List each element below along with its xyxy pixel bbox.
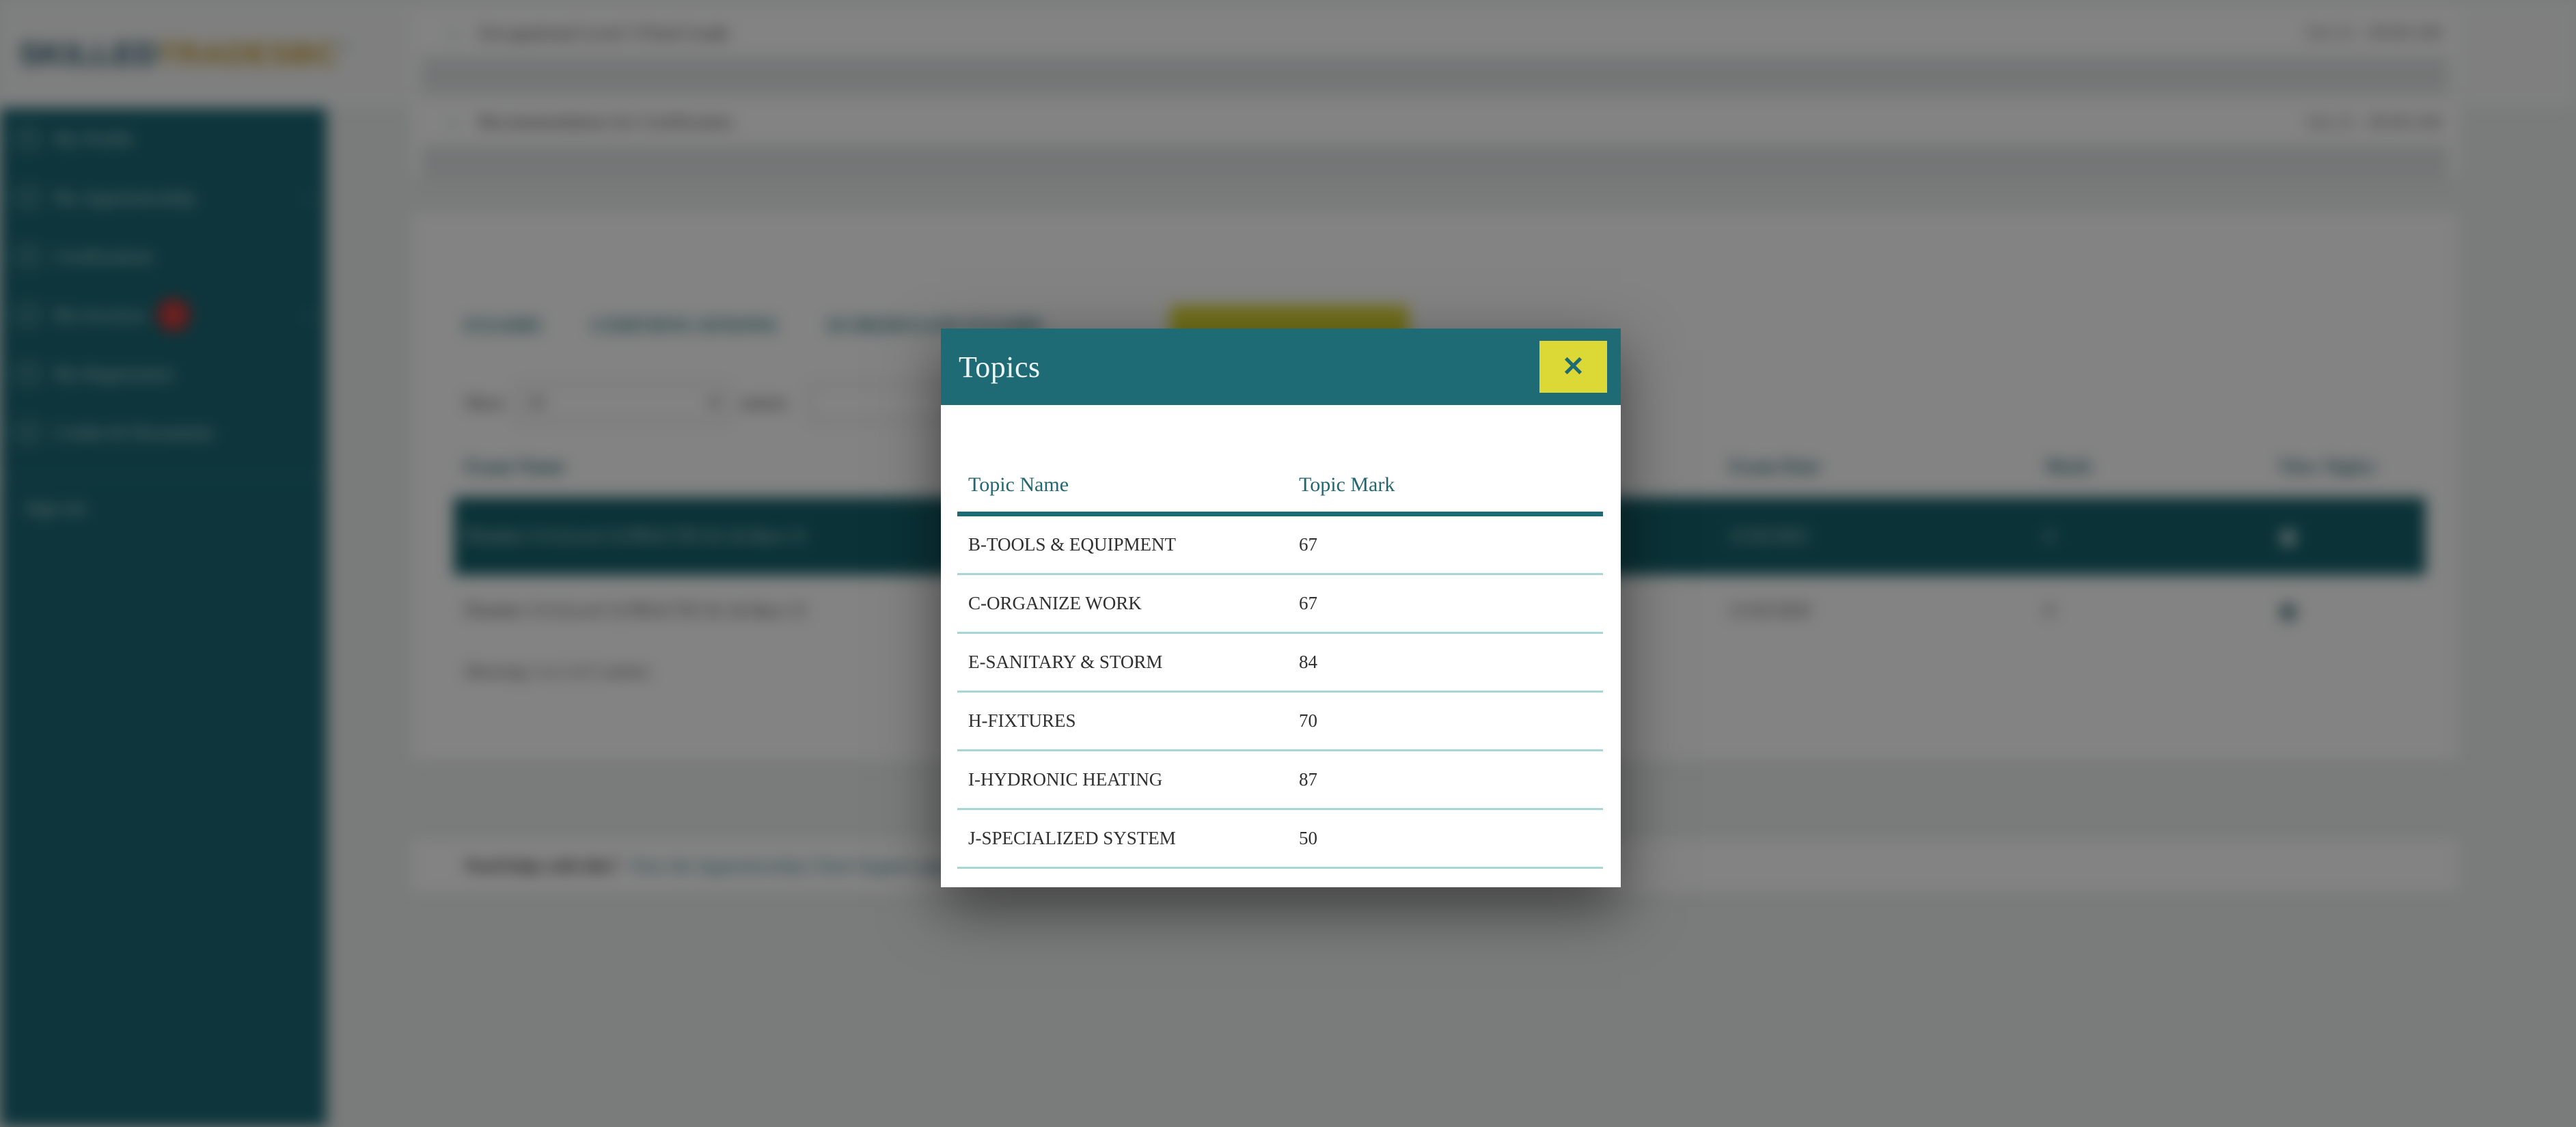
exam-name-cell: Plumber UA (Level 3) PRACTICAL & Base 15 bbox=[465, 600, 806, 620]
accordion-date: Oct 21 - 09:00 AM bbox=[2307, 23, 2442, 42]
exam-date-cell: 21/02/2021 bbox=[1729, 526, 1811, 546]
sign-out-link[interactable]: Sign out bbox=[25, 497, 87, 518]
sidebar-nav: My Profile My Apprenticeship › Certifica… bbox=[0, 108, 327, 1127]
accordion-title: Recommendation for Certification bbox=[478, 111, 732, 132]
topic-mark-cell: 70 bbox=[1299, 710, 1317, 731]
chevron-down-icon: ▾ bbox=[709, 393, 719, 413]
topic-name-cell: J-SPECIALIZED SYSTEM bbox=[968, 828, 1176, 848]
tab-bar: EXAMS CERTIFICATIONS SCHEDULED EXAMS bbox=[465, 314, 1043, 337]
clipboard-icon bbox=[18, 363, 38, 384]
logo-primary-text: SKILLED bbox=[19, 36, 159, 72]
topic-row: I-HYDRONIC HEATING 87 bbox=[957, 751, 1603, 810]
table-summary: Showing 1 to 2 of 2 entries bbox=[465, 663, 650, 681]
topic-row: C-ORGANIZE WORK 67 bbox=[957, 575, 1603, 634]
accordion-collapsed-strip bbox=[421, 56, 2449, 92]
column-header-mark: Mark bbox=[2045, 456, 2092, 477]
topic-mark-cell: 84 bbox=[1299, 652, 1317, 672]
mark-cell: 0 bbox=[2045, 526, 2054, 546]
topics-table: Topic Name Topic Mark B-TOOLS & EQUIPMEN… bbox=[957, 405, 1603, 869]
chevron-right-icon: › bbox=[450, 109, 457, 134]
accordion-date: Oct 21 - 09:00 AM bbox=[2307, 111, 2442, 132]
sidebar-item-label: My Registration bbox=[53, 363, 174, 384]
column-header-topic-name: Topic Name bbox=[968, 473, 1069, 496]
sidebar-item-label: Credits & Documents bbox=[53, 421, 215, 443]
sidebar-item-label: My Apprenticeship bbox=[53, 186, 195, 208]
sidebar-item-label: My Invoices bbox=[53, 304, 146, 325]
modal-title: Topics bbox=[959, 350, 1041, 384]
topic-mark-cell: 87 bbox=[1299, 769, 1317, 790]
topic-mark-cell: 50 bbox=[1299, 828, 1317, 848]
exam-name-cell: Plumber UA (Level 3) PRACTICAL & Base 15 bbox=[465, 526, 806, 546]
eye-icon[interactable]: ◉ bbox=[2278, 598, 2299, 624]
topic-name-cell: I-HYDRONIC HEATING bbox=[968, 769, 1163, 790]
modal-header: Topics ✕ bbox=[941, 329, 1621, 405]
chevron-right-icon: › bbox=[303, 186, 310, 208]
accordion-header[interactable]: › Occupational Level 3 Final Grade Oct 2… bbox=[410, 10, 2460, 56]
topic-name-cell: B-TOOLS & EQUIPMENT bbox=[968, 534, 1177, 555]
sidebar-item-label: My Profile bbox=[53, 128, 134, 149]
column-header-view-topics: View Topics bbox=[2278, 456, 2376, 477]
topic-row: E-SANITARY & STORM 84 bbox=[957, 634, 1603, 693]
sidebar-item-credits-documents[interactable]: Credits & Documents bbox=[0, 403, 327, 462]
column-header-exam-name: Exam Name bbox=[465, 456, 565, 477]
brand-logo[interactable]: SKILLEDTRADESBC™ bbox=[19, 36, 353, 72]
column-header-topic-mark: Topic Mark bbox=[1299, 473, 1395, 496]
topic-row: B-TOOLS & EQUIPMENT 67 bbox=[957, 516, 1603, 575]
topic-mark-cell: 67 bbox=[1299, 534, 1317, 555]
sidebar-item-my-invoices[interactable]: My Invoices 1 › bbox=[0, 286, 327, 344]
topic-name-cell: E-SANITARY & STORM bbox=[968, 652, 1163, 672]
sidebar-divider bbox=[0, 477, 327, 478]
support-page-link[interactable]: View the Apprenticeship Client Support p… bbox=[629, 856, 951, 876]
invoice-icon bbox=[18, 305, 38, 325]
mark-cell: 0 bbox=[2045, 600, 2054, 620]
certificate-icon bbox=[18, 246, 38, 266]
tab-exams[interactable]: EXAMS bbox=[465, 314, 543, 337]
sidebar-item-my-profile[interactable]: My Profile bbox=[0, 109, 327, 168]
topic-mark-cell: 67 bbox=[1299, 593, 1317, 613]
sidebar-item-my-apprenticeship[interactable]: My Apprenticeship › bbox=[0, 168, 327, 227]
page-size-value: 10 bbox=[527, 393, 545, 413]
accordion-card-recommendation: › Recommendation for Certification Oct 2… bbox=[410, 99, 2460, 179]
person-icon bbox=[18, 128, 38, 149]
sidebar-item-label: Certifications bbox=[53, 245, 154, 266]
exam-date-cell: 21/02/2020 bbox=[1729, 600, 1811, 620]
help-text: Need help with this? bbox=[465, 856, 620, 876]
sidebar-item-my-registration[interactable]: My Registration bbox=[0, 344, 327, 403]
topic-row: J-SPECIALIZED SYSTEM 50 bbox=[957, 810, 1603, 869]
topic-name-cell: C-ORGANIZE WORK bbox=[968, 593, 1142, 613]
close-button[interactable]: ✕ bbox=[1539, 341, 1607, 393]
topics-modal: Topics ✕ Topic Name Topic Mark B-TOOLS &… bbox=[941, 329, 1621, 887]
logo-trademark: ™ bbox=[338, 42, 353, 57]
chevron-right-icon: › bbox=[303, 303, 310, 326]
tab-certifications[interactable]: CERTIFICATIONS bbox=[591, 314, 778, 337]
accordion-card-final-grade: › Occupational Level 3 Final Grade Oct 2… bbox=[410, 10, 2460, 92]
topics-table-header: Topic Name Topic Mark bbox=[957, 473, 1603, 516]
table-row[interactable]: Plumber UA (Level 3) PRACTICAL & Base 15… bbox=[454, 575, 2426, 646]
accordion-title: Occupational Level 3 Final Grade bbox=[478, 22, 730, 43]
page-size-select[interactable]: 10 ▾ bbox=[516, 384, 730, 422]
entries-label: entries bbox=[740, 393, 788, 413]
show-label: Show bbox=[465, 393, 506, 413]
topic-row: H-FIXTURES 70 bbox=[957, 693, 1603, 751]
eye-icon[interactable]: ◉ bbox=[2278, 524, 2299, 549]
chevron-right-icon: › bbox=[450, 20, 457, 45]
accordion-collapsed-strip bbox=[421, 145, 2449, 179]
accordion-header[interactable]: › Recommendation for Certification Oct 2… bbox=[410, 99, 2460, 145]
notification-badge: 1 bbox=[156, 298, 190, 331]
sidebar-item-certifications[interactable]: Certifications bbox=[0, 227, 327, 286]
column-header-exam-date: Exam Date bbox=[1729, 456, 1820, 477]
close-icon: ✕ bbox=[1561, 352, 1585, 382]
briefcase-icon bbox=[18, 187, 38, 208]
folder-icon bbox=[18, 422, 38, 443]
logo-secondary-text: TRADESBC bbox=[158, 36, 339, 72]
topic-name-cell: H-FIXTURES bbox=[968, 710, 1076, 731]
exams-table-header: Exam Name Exam Date Mark View Topics bbox=[454, 437, 2426, 497]
